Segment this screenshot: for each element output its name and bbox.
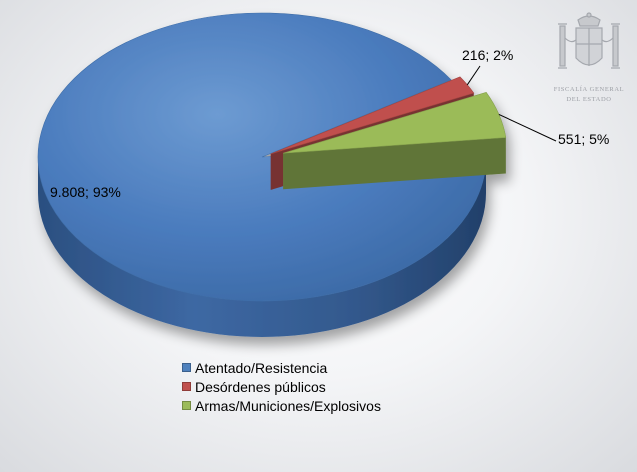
data-label-desordenes: 216; 2% (462, 47, 514, 63)
slice-top-2 (283, 91, 507, 154)
legend-swatch (182, 363, 191, 372)
leader-line-1 (466, 65, 481, 86)
legend-item: Armas/Municiones/Explosivos (182, 396, 381, 415)
coat-of-arms-icon (558, 12, 620, 69)
fiscalia-logo: FISCALÍA GENERAL DEL ESTADO (548, 10, 630, 108)
slice-top-0 (37, 12, 487, 302)
legend-swatch (182, 401, 191, 410)
legend-swatch (182, 382, 191, 391)
legend-label: Desórdenes públicos (195, 378, 326, 395)
logo-text-line1: FISCALÍA GENERAL (553, 86, 625, 93)
legend-item: Atentado/Resistencia (182, 358, 381, 377)
leader-line-2 (498, 113, 557, 142)
legend-label: Armas/Municiones/Explosivos (195, 397, 381, 414)
slice-wall-2-1 (283, 137, 506, 190)
legend-label: Atentado/Resistencia (195, 359, 328, 376)
legend: Atentado/Resistencia Desórdenes públicos A… (182, 358, 381, 415)
legend-item: Desórdenes públicos (182, 377, 381, 396)
slice-side-0 (38, 157, 486, 337)
data-label-armas: 551; 5% (558, 131, 610, 147)
logo-text-line2: DEL ESTADO (566, 96, 612, 103)
data-label-atentado: 9.808; 93% (50, 184, 121, 200)
slice-top-1 (270, 76, 475, 155)
